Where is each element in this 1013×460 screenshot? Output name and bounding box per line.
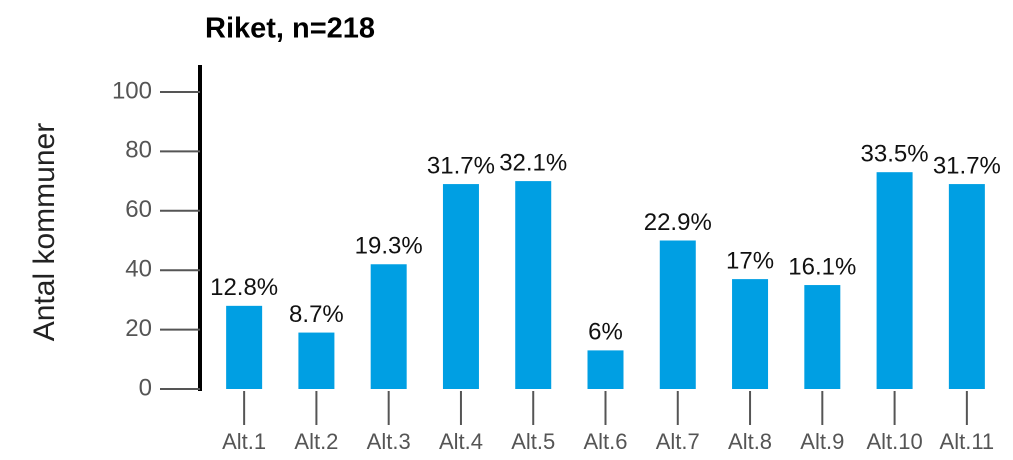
x-tick-label: Alt.3 <box>367 429 411 454</box>
y-tick-label: 80 <box>125 137 152 164</box>
bar <box>876 172 913 389</box>
x-tick-label: Alt.11 <box>940 429 995 454</box>
value-label: 19.3% <box>355 233 423 260</box>
x-tick-label: Alt.5 <box>511 429 555 454</box>
x-tick-label: Alt.1 <box>222 429 266 454</box>
bar <box>732 279 769 389</box>
value-label: 33.5% <box>861 141 929 168</box>
y-tick-label: 20 <box>125 315 152 342</box>
y-tick-label: 100 <box>112 77 152 104</box>
value-label: 31.7% <box>933 152 1001 179</box>
bar <box>298 332 335 389</box>
x-tick-label: Alt.10 <box>866 429 922 454</box>
value-label: 32.1% <box>499 149 567 176</box>
bar <box>515 181 552 389</box>
y-axis-label: Antal kommuner <box>28 123 61 341</box>
x-tick-label: Alt.7 <box>656 429 700 454</box>
value-label: 17% <box>726 247 774 274</box>
y-tick-label: 60 <box>125 196 152 223</box>
bar <box>442 184 479 389</box>
value-label: 12.8% <box>210 274 278 301</box>
bar <box>948 184 985 389</box>
bar <box>804 285 841 389</box>
x-tick-label: Alt.8 <box>728 429 772 454</box>
bar <box>226 305 263 389</box>
value-label: 6% <box>588 319 623 346</box>
chart-title: Riket, n=218 <box>205 13 375 45</box>
value-label: 8.7% <box>289 301 344 328</box>
bar <box>370 264 407 389</box>
x-tick-label: Alt.2 <box>294 429 338 454</box>
y-tick-label: 0 <box>139 374 152 401</box>
value-label: 16.1% <box>788 253 856 280</box>
value-label: 22.9% <box>644 209 712 236</box>
x-tick-label: Alt.4 <box>439 429 483 454</box>
y-tick-label: 40 <box>125 256 152 283</box>
bar <box>659 240 696 389</box>
value-label: 31.7% <box>427 152 495 179</box>
x-tick-label: Alt.9 <box>800 429 844 454</box>
bar <box>587 350 624 389</box>
x-tick-label: Alt.6 <box>583 429 627 454</box>
